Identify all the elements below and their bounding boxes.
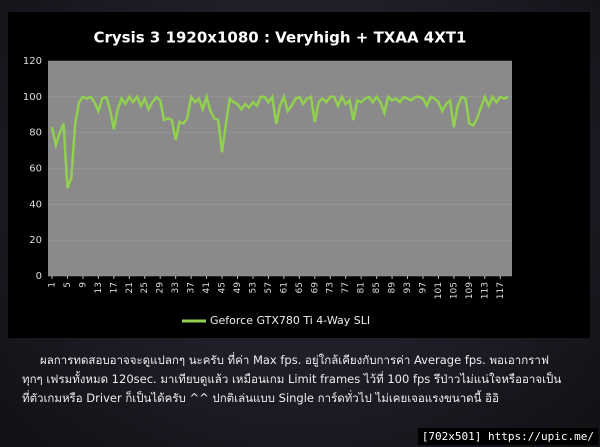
x-tick-label: 53 (248, 282, 258, 293)
y-tick-label: 60 (29, 164, 42, 175)
x-tick-label: 21 (125, 282, 135, 293)
x-tick-label: 89 (388, 282, 398, 294)
x-tick-label: 41 (202, 282, 212, 293)
x-tick-label: 77 (341, 282, 351, 293)
caption-line: ผลการทดสอบอาจจะดูแปลกๆ นะครับ ที่ค่า Max… (40, 353, 549, 367)
y-tick-label: 0 (36, 271, 42, 282)
legend-label: Geforce GTX780 Ti 4-Way SLI (210, 314, 370, 327)
x-tick-label: 61 (279, 282, 289, 293)
y-tick-label: 40 (29, 199, 42, 210)
data-line (50, 92, 509, 189)
x-tick-label: 117 (496, 282, 506, 299)
x-tick-label: 113 (480, 282, 490, 299)
x-tick-label: 81 (357, 282, 367, 293)
x-tick-label: 69 (310, 282, 320, 294)
x-tick-label: 1 (48, 282, 58, 288)
x-tick-label: 37 (187, 282, 197, 293)
x-tick-label: 13 (94, 282, 104, 293)
x-tick-label: 17 (109, 282, 119, 293)
x-tick-label: 85 (372, 282, 382, 293)
x-tick-label: 73 (326, 282, 336, 293)
y-tick-label: 120 (23, 56, 42, 67)
chart: Crysis 3 1920x1080 : Veryhigh + TXAA 4XT… (8, 12, 590, 338)
watermark: [702x501] https://upic.me/ (417, 428, 598, 445)
x-tick-label: 57 (264, 282, 274, 293)
x-tick-label: 5 (63, 282, 73, 288)
y-tick-label: 80 (29, 128, 42, 139)
x-tick-label: 109 (465, 282, 475, 299)
chart-title: Crysis 3 1920x1080 : Veryhigh + TXAA 4XT… (94, 29, 467, 47)
caption-line: ที่ตัวเกมหรือ Driver ก็เป็นได้ครับ ^^ ปก… (22, 391, 499, 405)
x-tick-label: 45 (218, 282, 228, 293)
x-tick-label: 29 (156, 282, 166, 294)
x-tick-label: 33 (171, 282, 181, 293)
x-tick-label: 49 (233, 282, 243, 294)
y-tick-label: 20 (29, 235, 42, 246)
x-tick-label: 9 (78, 282, 88, 288)
y-tick-label: 100 (23, 92, 42, 103)
x-tick-label: 97 (418, 282, 428, 293)
x-tick-label: 105 (449, 282, 459, 299)
x-tick-label: 93 (403, 282, 413, 293)
x-tick-label: 65 (295, 282, 305, 293)
x-tick-label: 25 (140, 282, 150, 293)
x-tick-label: 101 (434, 282, 444, 299)
caption-line: ทุกๆ เฟรมทั้งหมด 120sec. มาเทียบดูแล้ว เ… (22, 372, 562, 386)
